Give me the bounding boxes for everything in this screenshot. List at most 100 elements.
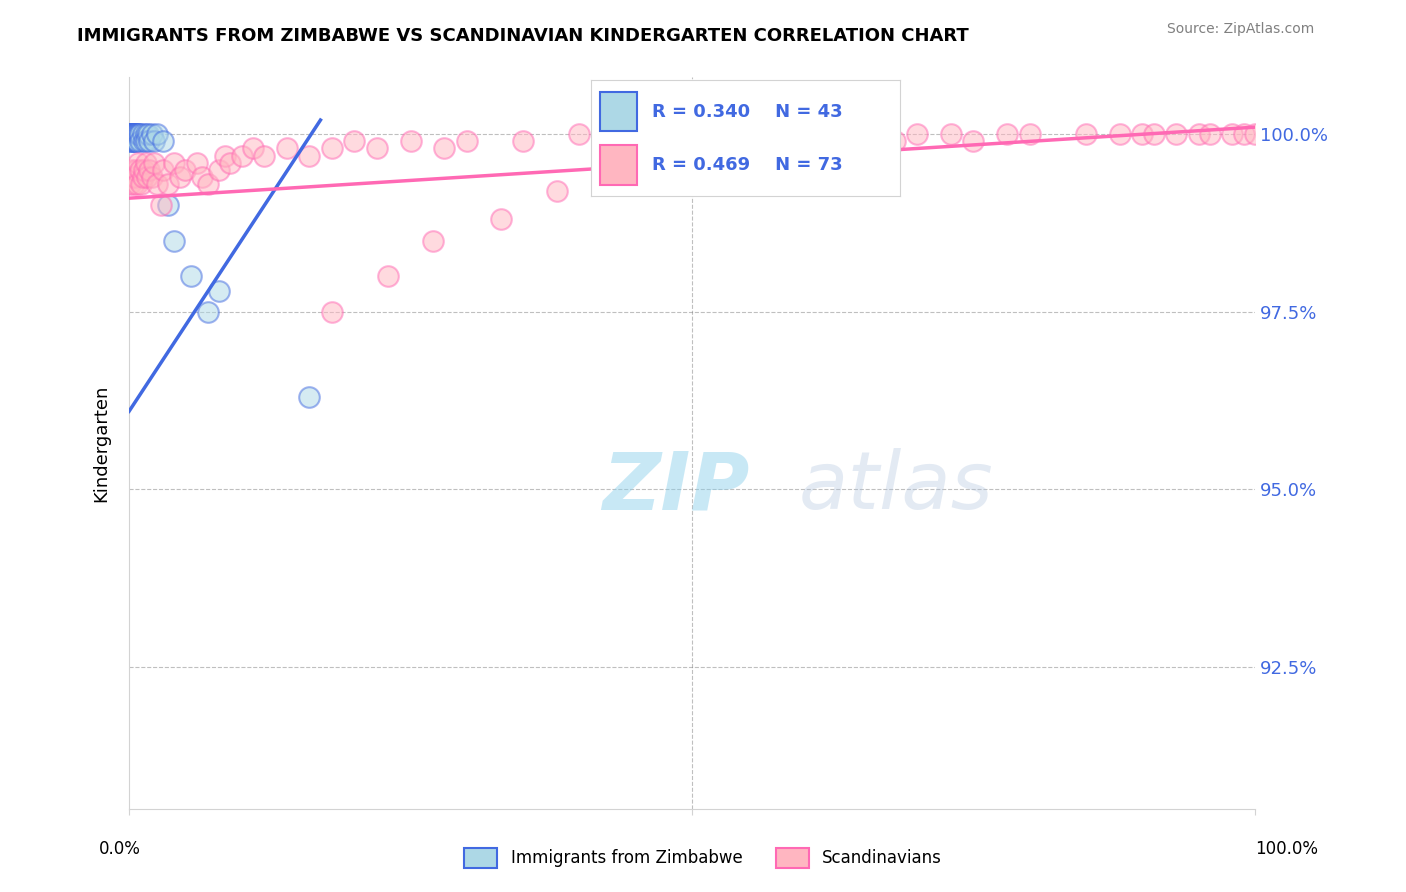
Point [321,305,343,319]
Point [321,141,343,155]
Point [131,128,153,142]
Point [422,234,444,248]
Point [120,128,142,142]
Point [1198,128,1220,142]
Point [276,141,298,155]
Point [122,128,145,142]
Point [136,128,159,142]
Point [366,141,388,155]
FancyBboxPatch shape [600,145,637,185]
Text: R = 0.340    N = 43: R = 0.340 N = 43 [652,103,844,120]
Point [1108,128,1130,142]
Point [152,134,174,148]
Text: 100.0%: 100.0% [1256,840,1317,858]
Point [1142,128,1164,142]
Point [737,128,759,142]
Point [905,128,928,142]
Point [939,128,962,142]
Point [658,148,681,162]
Point [120,134,142,148]
Point [180,269,202,284]
Point [124,134,146,148]
Point [489,212,512,227]
Point [456,134,478,148]
Point [343,134,366,148]
Point [197,177,219,191]
Text: atlas: atlas [799,448,994,526]
Point [546,184,568,198]
Point [568,128,591,142]
Text: Source: ZipAtlas.com: Source: ZipAtlas.com [1167,22,1315,37]
Point [120,128,142,142]
Point [120,177,142,191]
Point [121,134,143,148]
Point [995,128,1018,142]
FancyBboxPatch shape [600,92,637,131]
Text: R = 0.469    N = 73: R = 0.469 N = 73 [652,156,844,174]
Point [197,305,219,319]
Point [157,198,180,212]
Point [122,177,145,191]
Point [242,141,264,155]
Point [770,141,793,155]
Point [191,169,214,184]
Point [624,134,647,148]
Point [128,128,150,142]
Point [1018,128,1040,142]
Point [146,128,169,142]
Point [169,169,191,184]
Point [138,162,160,177]
Point [146,177,169,191]
Point [208,162,231,177]
Point [208,284,231,298]
Point [125,177,148,191]
Point [138,134,160,148]
Point [681,128,703,142]
Point [118,128,141,142]
Point [793,134,815,148]
Y-axis label: Kindergarten: Kindergarten [93,384,110,502]
Point [433,141,456,155]
Point [122,134,145,148]
Legend: Immigrants from Zimbabwe, Scandinavians: Immigrants from Zimbabwe, Scandinavians [457,841,949,875]
Point [219,155,242,169]
Point [163,234,186,248]
Point [124,128,146,142]
Point [120,128,142,142]
Point [1130,128,1153,142]
Text: 0.0%: 0.0% [98,840,141,858]
Text: IMMIGRANTS FROM ZIMBABWE VS SCANDINAVIAN KINDERGARTEN CORRELATION CHART: IMMIGRANTS FROM ZIMBABWE VS SCANDINAVIAN… [77,27,969,45]
Point [399,134,422,148]
Point [883,134,905,148]
Point [129,134,152,148]
Point [125,134,148,148]
Point [118,128,141,142]
Point [125,128,148,142]
Point [174,162,197,177]
Point [157,177,180,191]
Point [122,128,145,142]
Point [120,128,142,142]
Point [1220,128,1243,142]
Point [1187,128,1209,142]
Point [231,148,253,162]
Point [129,128,152,142]
Point [253,148,276,162]
Point [142,134,165,148]
Point [827,134,849,148]
Point [1164,128,1187,142]
Point [135,134,157,148]
Point [142,155,165,169]
Point [1233,128,1256,142]
Point [149,198,172,212]
Point [141,128,163,142]
Point [120,134,142,148]
Point [602,162,624,177]
Point [132,162,155,177]
Point [141,169,163,184]
Point [121,128,143,142]
Point [152,162,174,177]
Point [120,130,142,145]
Point [163,155,186,169]
Point [132,134,155,148]
